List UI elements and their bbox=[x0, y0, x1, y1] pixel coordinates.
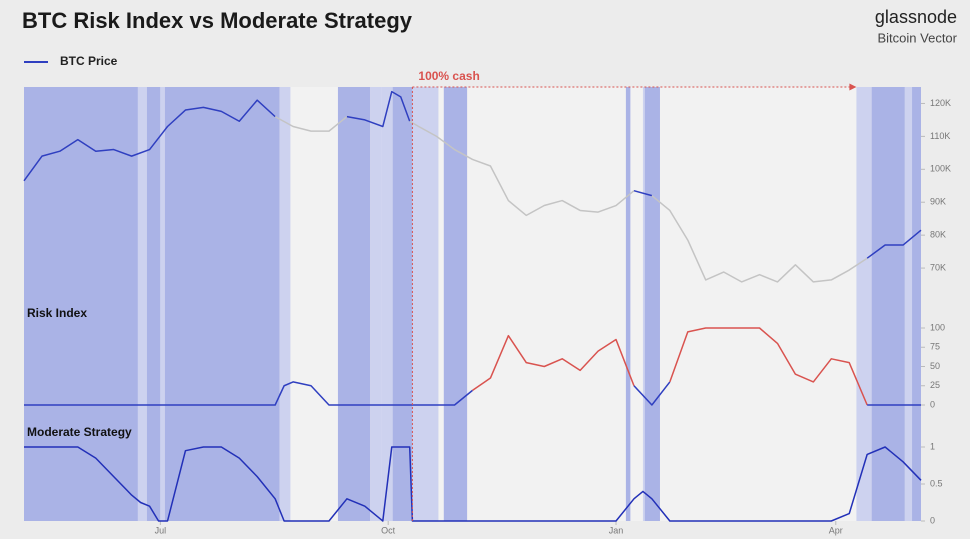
y-tick-label: 0 bbox=[930, 515, 935, 525]
data-line bbox=[633, 189, 653, 197]
data-line bbox=[651, 195, 868, 283]
annotation-arrowhead bbox=[849, 83, 857, 91]
brand: glassnode bbox=[875, 7, 957, 27]
y-tick-label: 90K bbox=[930, 197, 946, 207]
position-band bbox=[642, 87, 645, 521]
position-band bbox=[137, 87, 147, 521]
data-line bbox=[346, 90, 411, 128]
y-tick-label: 80K bbox=[930, 230, 946, 240]
position-band bbox=[279, 87, 291, 521]
position-band bbox=[912, 87, 921, 521]
position-band bbox=[160, 87, 165, 521]
chart-title: BTC Risk Index vs Moderate Strategy bbox=[22, 8, 413, 33]
data-line bbox=[633, 381, 671, 406]
x-tick-label: Jan bbox=[609, 525, 624, 535]
position-band bbox=[381, 87, 393, 521]
legend-label: BTC Price bbox=[60, 54, 118, 68]
y-tick-label: 0.5 bbox=[930, 478, 943, 488]
subtitle: Bitcoin Vector bbox=[878, 30, 958, 45]
position-band bbox=[443, 87, 468, 521]
position-band bbox=[871, 87, 905, 521]
position-band bbox=[904, 87, 913, 521]
x-tick-label: Apr bbox=[829, 525, 843, 535]
data-line bbox=[23, 99, 276, 182]
position-band bbox=[370, 87, 382, 521]
data-line bbox=[409, 120, 635, 217]
y-tick-label: 0 bbox=[930, 399, 935, 409]
y-tick-label: 1 bbox=[930, 441, 935, 451]
data-line bbox=[274, 115, 348, 132]
data-line bbox=[472, 334, 635, 391]
data-line bbox=[866, 229, 922, 259]
position-band bbox=[146, 87, 161, 521]
annotation-label: 100% cash bbox=[418, 69, 479, 83]
y-tick-label: 120K bbox=[930, 98, 951, 108]
position-band bbox=[392, 87, 413, 521]
position-band bbox=[856, 87, 872, 521]
y-tick-label: 70K bbox=[930, 262, 946, 272]
y-tick-label: 100 bbox=[930, 322, 945, 332]
position-band bbox=[164, 87, 280, 521]
y-tick-label: 50 bbox=[930, 361, 940, 371]
y-tick-label: 75 bbox=[930, 342, 940, 352]
position-band bbox=[412, 87, 439, 521]
data-line bbox=[24, 381, 473, 406]
panel-title: Moderate Strategy bbox=[27, 425, 132, 439]
position-band bbox=[644, 87, 660, 521]
y-tick-label: 100K bbox=[930, 164, 951, 174]
panel-title: Risk Index bbox=[27, 306, 87, 320]
y-tick-label: 25 bbox=[930, 380, 940, 390]
position-band bbox=[625, 87, 631, 521]
data-line bbox=[669, 327, 868, 406]
y-tick-label: 110K bbox=[930, 131, 950, 141]
data-line bbox=[24, 446, 922, 522]
x-tick-label: Jul bbox=[155, 525, 167, 535]
x-tick-label: Oct bbox=[381, 525, 396, 535]
position-band bbox=[337, 87, 371, 521]
